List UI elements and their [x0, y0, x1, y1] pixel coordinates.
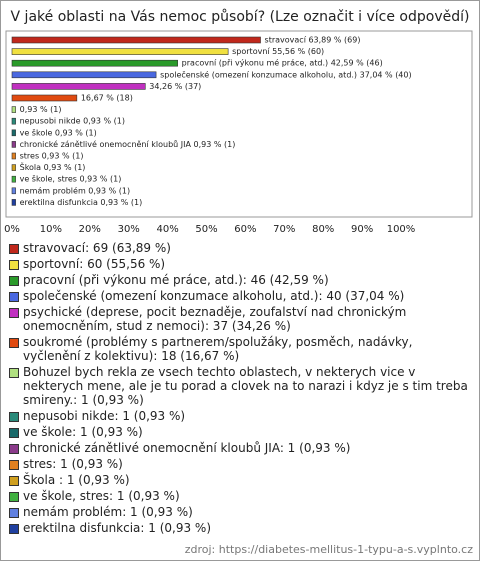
x-tick-label: 20%	[79, 224, 101, 235]
legend-swatch	[9, 444, 19, 454]
legend-swatch	[9, 308, 19, 318]
legend-label: společenské (omezení konzumace alkoholu,…	[23, 289, 405, 303]
x-tick-label: 40%	[156, 224, 178, 235]
x-tick-label: 10%	[40, 224, 62, 235]
source: zdroj: https://diabetes-mellitus-1-typu-…	[184, 543, 473, 556]
legend-swatch	[9, 508, 19, 518]
bar-label: nepusobi nikde 0,93 % (1)	[20, 117, 125, 126]
legend-swatch	[9, 476, 19, 486]
bar	[11, 175, 16, 183]
bar-label: sportovní 55,56 % (60)	[232, 47, 324, 56]
x-tick-label: 50%	[195, 224, 217, 235]
legend-label: soukromé (problémy s partnerem/spolužáky…	[23, 335, 413, 363]
legend-item: společenské (omezení konzumace alkoholu,…	[9, 289, 471, 303]
plot-frame	[5, 30, 473, 218]
bar-label: společenské (omezení konzumace alkoholu,…	[160, 69, 412, 79]
bar	[11, 36, 261, 44]
bar	[11, 83, 146, 90]
legend-item: soukromé (problémy s partnerem/spolužáky…	[9, 335, 471, 363]
x-tick-label: 30%	[118, 224, 140, 235]
legend-label: erektilna disfunkcia: 1 (0,93 %)	[23, 521, 212, 535]
bar-label: pracovní (při výkonu mé práce, atd.) 42,…	[182, 58, 383, 68]
legend-item: nepusobi nikde: 1 (0,93 %)	[9, 409, 471, 423]
x-tick-label: 70%	[273, 224, 295, 235]
bar	[11, 164, 16, 171]
bar	[11, 71, 157, 79]
bar	[11, 199, 16, 206]
bar	[11, 187, 16, 195]
x-tick-label: 0%	[4, 224, 20, 235]
legend-swatch	[9, 412, 19, 422]
bar-label: ve škole 0,93 % (1)	[20, 127, 97, 137]
legend-item: ve škole, stres: 1 (0,93 %)	[9, 489, 471, 503]
legend-label: stres: 1 (0,93 %)	[23, 457, 123, 471]
legend-item: chronické zánětlivé onemocnění kloubů JI…	[9, 441, 471, 455]
legend-label: stravovací: 69 (63,89 %)	[23, 241, 171, 255]
legend-swatch	[9, 524, 19, 534]
bar	[11, 117, 16, 125]
bar	[11, 152, 16, 160]
legend-label: nemám problém: 1 (0,93 %)	[23, 505, 193, 519]
legend-swatch	[9, 460, 19, 470]
legend-label: sportovní: 60 (55,56 %)	[23, 257, 166, 271]
legend-label: ve škole, stres: 1 (0,93 %)	[23, 489, 180, 503]
bar	[11, 48, 229, 55]
legend-swatch	[9, 368, 19, 378]
bar	[11, 141, 16, 148]
bar-label: erektilna disfunkcia 0,93 % (1)	[20, 198, 143, 207]
bar-label: nemám problém 0,93 % (1)	[20, 185, 131, 195]
legend-item: nemám problém: 1 (0,93 %)	[9, 505, 471, 519]
legend-label: Škola : 1 (0,93 %)	[23, 473, 130, 487]
bar-label: stres 0,93 % (1)	[20, 152, 84, 161]
x-tick-label: 60%	[234, 224, 256, 235]
legend-item: stres: 1 (0,93 %)	[9, 457, 471, 471]
bar-label: Škola 0,93 % (1)	[20, 161, 86, 172]
legend-swatch	[9, 428, 19, 438]
legend-label: chronické zánětlivé onemocnění kloubů JI…	[23, 441, 351, 455]
legend-label: nepusobi nikde: 1 (0,93 %)	[23, 409, 186, 423]
bar	[11, 129, 16, 137]
legend-swatch	[9, 338, 19, 348]
legend-item: pracovní (při výkonu mé práce, atd.): 46…	[9, 273, 471, 287]
bar-label: chronické zánětlivé onemocnění kloubů JI…	[20, 139, 236, 149]
legend-swatch	[9, 260, 19, 270]
bar-label: ve škole, stres 0,93 % (1)	[20, 174, 122, 184]
bar	[11, 94, 78, 102]
legend-label: psychické (deprese, pocit beznaděje, zou…	[23, 305, 407, 333]
bar	[11, 59, 178, 67]
legend-item: ve škole: 1 (0,93 %)	[9, 425, 471, 439]
x-tick-label: 80%	[312, 224, 334, 235]
legend-label: Bohuzel bych rekla ze vsech techto oblas…	[23, 365, 468, 407]
legend-item: Bohuzel bych rekla ze vsech techto oblas…	[9, 365, 471, 407]
legend-label: ve škole: 1 (0,93 %)	[23, 425, 143, 439]
legend-item: Škola : 1 (0,93 %)	[9, 473, 471, 487]
legend: stravovací: 69 (63,89 %) sportovní: 60 (5…	[9, 241, 471, 537]
bar-label: 34,26 % (37)	[149, 82, 201, 91]
legend-swatch	[9, 492, 19, 502]
legend-swatch	[9, 292, 19, 302]
legend-swatch	[9, 276, 19, 286]
x-tick-label: 90%	[351, 224, 373, 235]
legend-swatch	[9, 244, 19, 254]
legend-item: erektilna disfunkcia: 1 (0,93 %)	[9, 521, 471, 535]
legend-item: stravovací: 69 (63,89 %)	[9, 241, 471, 255]
legend-item: sportovní: 60 (55,56 %)	[9, 257, 471, 271]
legend-label: pracovní (při výkonu mé práce, atd.): 46…	[23, 273, 329, 287]
bar	[11, 106, 16, 113]
x-tick-label: 100%	[387, 224, 416, 235]
bar-label: stravovací 63,89 % (69)	[265, 36, 361, 45]
chart: V jaké oblasti na Vás nemoc působí? (Lze…	[4, 9, 473, 235]
chart-title: V jaké oblasti na Vás nemoc působí? (Lze…	[11, 9, 470, 25]
legend-item: psychické (deprese, pocit beznaděje, zou…	[9, 305, 471, 333]
bar-label: 16,67 % (18)	[81, 94, 133, 103]
bar-label: 0,93 % (1)	[20, 105, 62, 114]
